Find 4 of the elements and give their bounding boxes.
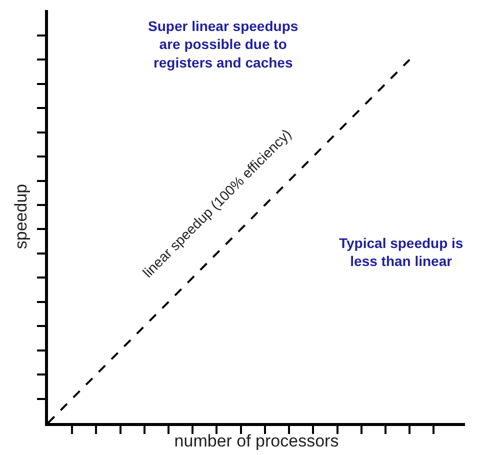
y-axis-title: speedup [12, 184, 31, 250]
annotation: Typical speedup is less than linear [339, 235, 464, 270]
annotation: Super linear speedups are possible due to registers and caches [148, 18, 298, 70]
x-axis-title: number of processors [174, 431, 339, 450]
